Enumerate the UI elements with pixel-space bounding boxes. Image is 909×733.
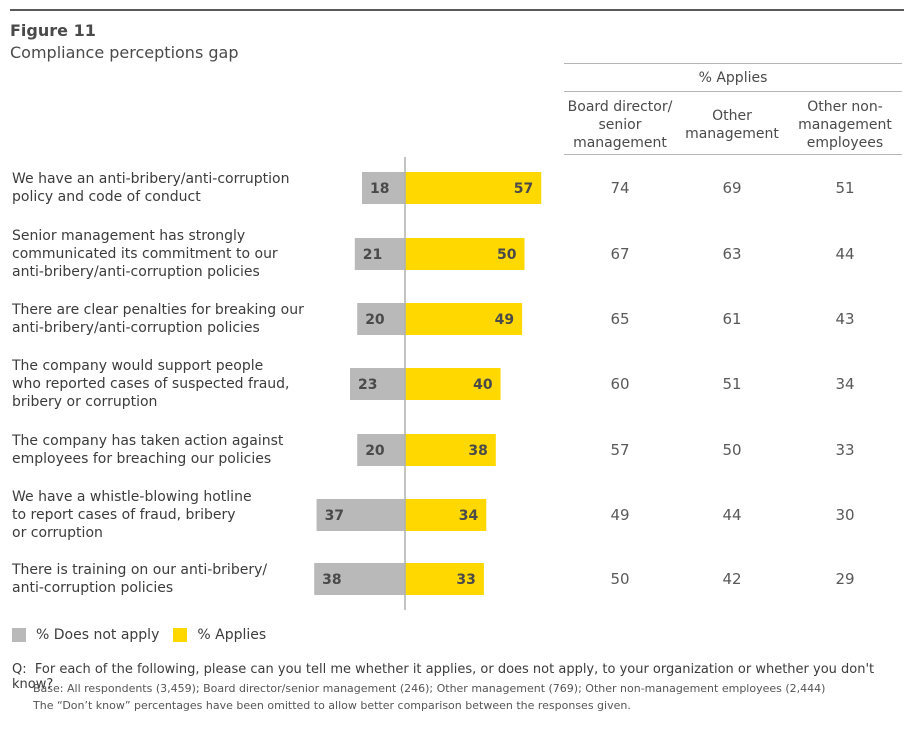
column-header-board: Board director/ senior management bbox=[567, 99, 673, 151]
table-header-bottom-rule bbox=[564, 154, 902, 155]
data-label-does-not-apply: 20 bbox=[365, 312, 385, 328]
row-label: We have an anti-bribery/anti-corruption … bbox=[12, 171, 290, 205]
legend: % Does not apply % Applies bbox=[12, 627, 266, 643]
chart-title: Compliance perceptions gap bbox=[10, 43, 239, 62]
bar-does-not-apply bbox=[314, 563, 405, 595]
table-cell: 43 bbox=[835, 310, 855, 328]
figure-label: Figure 11 bbox=[10, 21, 96, 40]
bar-does-not-apply bbox=[316, 499, 405, 531]
data-label-does-not-apply: 37 bbox=[325, 508, 344, 524]
base-note: Base: All respondents (3,459); Board dir… bbox=[33, 682, 826, 695]
table-cell: 65 bbox=[610, 310, 630, 328]
bar-applies bbox=[405, 368, 501, 400]
data-label-applies: 34 bbox=[459, 508, 479, 524]
bar-applies bbox=[405, 238, 525, 270]
table-top-rule bbox=[564, 63, 902, 64]
data-label-does-not-apply: 23 bbox=[358, 377, 377, 393]
row-label: There is training on our anti-bribery/ a… bbox=[12, 562, 268, 596]
data-label-applies: 49 bbox=[495, 312, 514, 328]
data-label-applies: 33 bbox=[456, 572, 475, 588]
table-group-title: % Applies bbox=[698, 70, 768, 86]
data-label-applies: 38 bbox=[468, 443, 487, 459]
table-cell: 33 bbox=[835, 441, 855, 459]
legend-label-applies: % Applies bbox=[197, 627, 267, 643]
table-cell: 74 bbox=[610, 179, 630, 197]
bar-does-not-apply bbox=[357, 434, 405, 466]
table-cell: 67 bbox=[610, 245, 630, 263]
bar-does-not-apply bbox=[357, 303, 405, 335]
data-label-applies: 57 bbox=[514, 181, 533, 197]
question-note: Q: For each of the following, please can… bbox=[12, 662, 909, 692]
table-cell: 29 bbox=[835, 570, 855, 588]
table-cell: 44 bbox=[835, 245, 855, 263]
table-cell: 44 bbox=[722, 506, 742, 524]
row-label: The company would support people who rep… bbox=[12, 358, 290, 410]
question-prefix: Q: bbox=[12, 662, 27, 677]
column-header-other-management: Other management bbox=[685, 108, 779, 142]
table-cell: 61 bbox=[722, 310, 742, 328]
table-cell: 34 bbox=[835, 375, 855, 393]
table-cell: 50 bbox=[610, 570, 630, 588]
table-cell: 50 bbox=[722, 441, 742, 459]
bar-applies bbox=[405, 434, 496, 466]
data-label-applies: 40 bbox=[473, 377, 493, 393]
question-text: For each of the following, please can yo… bbox=[12, 662, 875, 692]
bar-does-not-apply bbox=[350, 368, 405, 400]
row-label: Senior management has strongly communica… bbox=[12, 228, 278, 280]
legend-swatch-applies bbox=[173, 628, 188, 642]
table-cell: 60 bbox=[610, 375, 630, 393]
table-cell: 49 bbox=[610, 506, 630, 524]
legend-label-does-not-apply: % Does not apply bbox=[36, 627, 160, 643]
row-label: We have a whistle-blowing hotline to rep… bbox=[12, 489, 252, 541]
legend-swatch-does-not-apply bbox=[12, 628, 26, 642]
bar-applies bbox=[405, 499, 487, 531]
data-label-applies: 50 bbox=[497, 247, 517, 263]
data-label-does-not-apply: 21 bbox=[363, 247, 382, 263]
table-cell: 42 bbox=[722, 570, 742, 588]
table-cell: 51 bbox=[835, 179, 855, 197]
data-label-does-not-apply: 18 bbox=[370, 181, 389, 197]
table-cell: 51 bbox=[722, 375, 742, 393]
bar-does-not-apply bbox=[354, 238, 405, 270]
bar-does-not-apply bbox=[361, 172, 405, 204]
bar-applies bbox=[405, 303, 523, 335]
dont-know-note: The “Don’t know” percentages have been o… bbox=[33, 699, 631, 712]
column-header-non-management: Other non- management employees bbox=[798, 99, 892, 151]
bar-applies bbox=[405, 563, 484, 595]
top-rule bbox=[10, 9, 904, 11]
data-label-does-not-apply: 38 bbox=[322, 572, 341, 588]
row-label: There are clear penalties for breaking o… bbox=[12, 302, 304, 336]
table-cell: 69 bbox=[722, 179, 742, 197]
table-cell: 57 bbox=[610, 441, 630, 459]
table-cell: 30 bbox=[835, 506, 855, 524]
row-label: The company has taken action against emp… bbox=[12, 433, 284, 467]
table-group-rule bbox=[564, 91, 902, 92]
bar-applies bbox=[405, 172, 542, 204]
data-label-does-not-apply: 20 bbox=[365, 443, 385, 459]
table-cell: 63 bbox=[722, 245, 742, 263]
